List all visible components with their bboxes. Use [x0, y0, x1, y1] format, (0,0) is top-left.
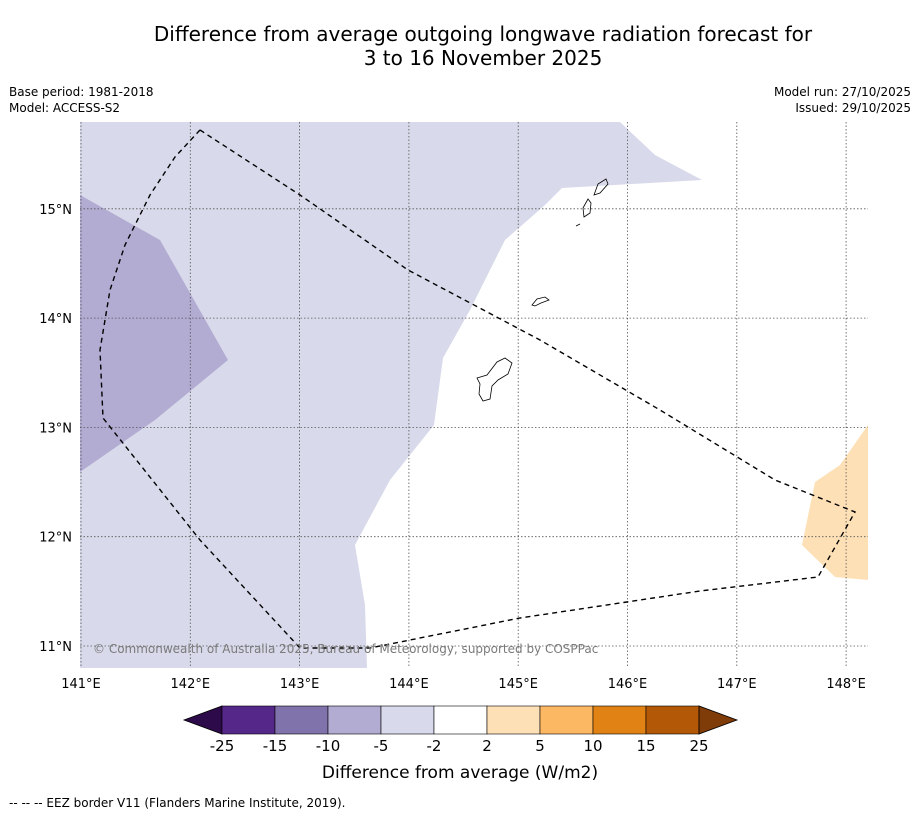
colorbar-segment [221, 705, 276, 735]
chart-title-line1: Difference from average outgoing longwav… [153, 22, 813, 46]
chart-title-line2: 3 to 16 November 2025 [363, 46, 603, 70]
colorbar-segment [433, 705, 488, 735]
colorbar-tick-label: 5 [535, 737, 545, 755]
island-guam [476, 357, 513, 402]
issued-date: Issued: 29/10/2025 [795, 101, 911, 115]
colorbar-tick-label: -2 [427, 737, 442, 755]
map-credit: © Commonwealth of Australia 2025, Bureau… [93, 642, 598, 656]
island-farallon [593, 178, 609, 196]
latitude-labels: 15°N 14°N 13°N 12°N 11°N [39, 203, 72, 655]
colorbar: -25 -15 -10 -5 -2 2 5 10 15 25 [182, 705, 739, 755]
colorbar-segment [592, 705, 647, 735]
anomaly-region-mid-purple [80, 195, 228, 472]
colorbar-over-triangle [698, 705, 739, 735]
island-tinian [575, 223, 581, 227]
anomaly-region-light-purple [80, 122, 702, 668]
latitude-label: 14°N [39, 312, 72, 327]
model-run: Model run: 27/10/2025 [773, 85, 911, 99]
longitude-label: 146°E [608, 677, 648, 692]
longitude-label: 145°E [498, 677, 538, 692]
colorbar-tick-label: 2 [482, 737, 492, 755]
latitude-label: 12°N [39, 531, 72, 546]
colorbar-under-triangle [182, 705, 223, 735]
anomaly-region-light-orange [802, 425, 868, 580]
island-saipan [582, 198, 592, 218]
colorbar-tick-label: -25 [210, 737, 235, 755]
colorbar-tick-label: -15 [263, 737, 288, 755]
graticule [80, 122, 868, 668]
colorbar-segment [539, 705, 594, 735]
colorbar-segment [274, 705, 329, 735]
colorbar-tick-label: 10 [583, 737, 602, 755]
colorbar-segment [380, 705, 435, 735]
longitude-label: 148°E [826, 677, 866, 692]
eez-legend-note: -- -- -- EEZ border V11 (Flanders Marine… [9, 796, 346, 810]
colorbar-tick-label: 25 [689, 737, 708, 755]
colorbar-tick-label: -10 [316, 737, 341, 755]
latitude-label: 11°N [39, 640, 72, 655]
colorbar-tick-label: 15 [636, 737, 655, 755]
colorbar-segment [645, 705, 700, 735]
model-name: Model: ACCESS-S2 [9, 101, 121, 115]
eez-border [99, 129, 857, 649]
latitude-label: 15°N [39, 203, 72, 218]
colorbar-title: Difference from average (W/m2) [322, 763, 598, 783]
island-rota [531, 296, 550, 307]
longitude-labels: 141°E 142°E 143°E 144°E 145°E 146°E 147°E 148°E [61, 677, 866, 692]
base-period: Base period: 1981-2018 [9, 85, 154, 99]
meta-left: Base period: 1981-2018 Model: ACCESS-S2 [9, 84, 154, 116]
longitude-label: 143°E [280, 677, 320, 692]
chart-title: Difference from average outgoing longwav… [60, 22, 906, 70]
longitude-label: 147°E [717, 677, 757, 692]
colorbar-tick-label: -5 [374, 737, 389, 755]
longitude-label: 141°E [61, 677, 101, 692]
colorbar-segment [327, 705, 382, 735]
longitude-label: 144°E [389, 677, 429, 692]
meta-right: Model run: 27/10/2025 Issued: 29/10/2025 [774, 84, 911, 116]
anomaly-fields [80, 122, 868, 668]
longitude-label: 142°E [171, 677, 211, 692]
colorbar-segment [486, 705, 541, 735]
latitude-label: 13°N [39, 421, 72, 436]
islands [476, 178, 609, 402]
